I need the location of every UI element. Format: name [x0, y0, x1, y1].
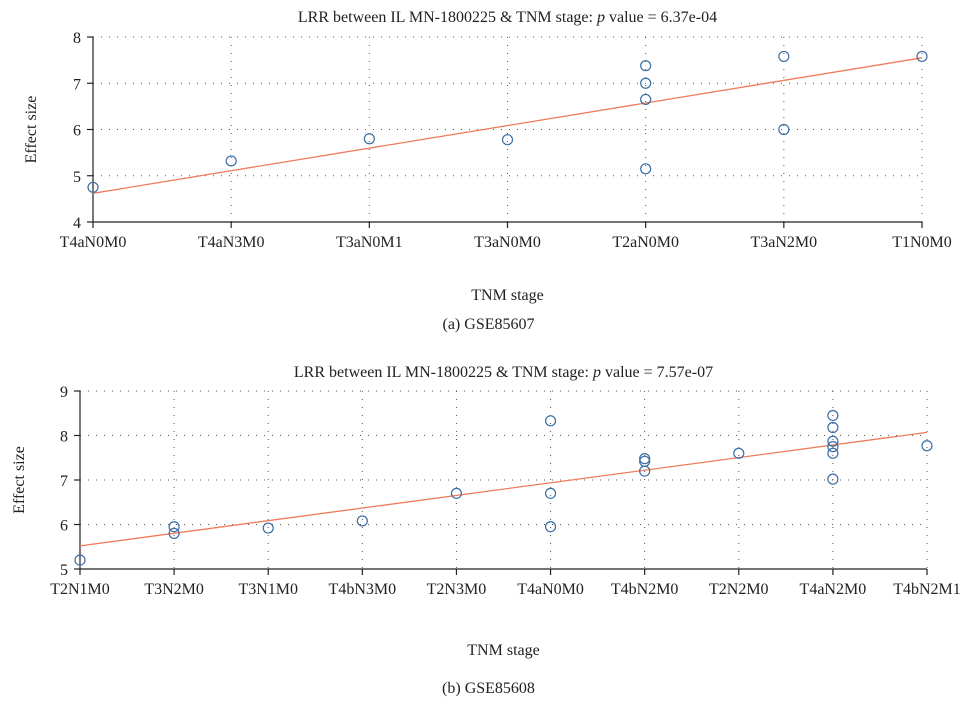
data-point	[363, 133, 375, 145]
data-point	[225, 155, 237, 167]
data-point	[778, 123, 790, 136]
data-point	[74, 554, 86, 566]
data-point	[916, 50, 928, 63]
y-tick-label: 6	[73, 123, 81, 140]
y-tick-label: 7	[60, 473, 68, 490]
x-tick-label: T4aN0M0	[60, 234, 127, 251]
x-tick-label: T2N3M0	[427, 581, 487, 598]
x-tick-label: T4aN2M0	[800, 581, 867, 598]
y-tick-label: 5	[60, 562, 68, 579]
chart-b-caption: (b) GSE85608	[442, 680, 535, 697]
y-tick-label: 5	[73, 169, 81, 186]
chart-b-gse85608: LRR between IL MN-1800225 & TNM stage: p…	[11, 364, 961, 659]
x-tick-label: T3N2M0	[144, 581, 204, 598]
data-point	[356, 515, 368, 527]
y-axis-label: Effect size	[11, 446, 28, 514]
chart-title-p: p	[592, 364, 601, 381]
data-point	[640, 93, 652, 106]
y-tick-label: 9	[60, 384, 68, 401]
x-tick-label: T2N2M0	[709, 581, 769, 598]
chart-a-caption: (a) GSE85607	[442, 316, 535, 333]
y-axis-label: Effect size	[23, 96, 40, 164]
y-tick-label: 8	[73, 30, 81, 47]
x-tick-label: T4aN3M0	[198, 234, 265, 251]
data-point	[168, 527, 180, 539]
data-point	[733, 447, 745, 459]
chart-title-prefix: LRR between IL MN-1800225 & TNM stage:	[298, 9, 597, 26]
x-tick-label: T1N0M0	[892, 234, 952, 251]
chart-a-gse85607: LRR between IL MN-1800225 & TNM stage: p…	[23, 9, 952, 304]
x-tick-label: T2aN0M0	[612, 234, 679, 251]
chart-title-suffix: value = 6.37e-04	[605, 9, 717, 26]
x-tick-label: T3N1M0	[238, 581, 298, 598]
chart-title-prefix: LRR between IL MN-1800225 & TNM stage:	[294, 364, 593, 381]
data-point	[778, 50, 790, 63]
data-point	[450, 487, 463, 499]
chart-title: LRR between IL MN-1800225 & TNM stage: p…	[298, 9, 717, 26]
data-point	[827, 435, 839, 447]
data-point	[827, 441, 839, 453]
data-point	[262, 522, 274, 534]
data-point	[544, 487, 557, 499]
x-tick-label: T4bN2M1	[893, 581, 961, 598]
data-point	[168, 521, 180, 533]
data-point	[501, 134, 514, 146]
regression-line	[92, 57, 923, 194]
chart-title-suffix: value = 7.57e-07	[601, 364, 713, 381]
x-tick-label: T4bN3M0	[329, 581, 397, 598]
data-point	[827, 473, 839, 485]
data-point	[544, 521, 557, 533]
x-tick-label: T4bN2M0	[611, 581, 679, 598]
data-point	[639, 455, 651, 467]
x-tick-label: T2N1M0	[50, 581, 110, 598]
data-point	[827, 409, 839, 422]
chart-title-p: p	[596, 9, 605, 26]
x-tick-label: T3aN2M0	[751, 234, 818, 251]
y-tick-label: 7	[73, 76, 81, 93]
x-tick-label: T3aN0M1	[336, 234, 403, 251]
regression-line	[79, 431, 928, 547]
data-point	[921, 440, 933, 452]
data-point	[639, 453, 651, 465]
x-axis-label: TNM stage	[471, 287, 543, 304]
y-tick-label: 6	[60, 518, 68, 535]
data-point	[640, 77, 652, 89]
x-tick-label: T3aN0M0	[474, 234, 541, 251]
data-point	[87, 181, 99, 193]
data-point	[544, 415, 557, 427]
y-tick-label: 4	[73, 215, 81, 232]
data-point	[640, 60, 652, 72]
y-tick-label: 8	[60, 429, 68, 446]
chart-title: LRR between IL MN-1800225 & TNM stage: p…	[294, 364, 713, 381]
data-point	[827, 447, 839, 459]
x-tick-label: T4aN0M0	[517, 581, 584, 598]
data-point	[640, 163, 652, 175]
x-axis-label: TNM stage	[467, 642, 539, 659]
data-point	[827, 421, 839, 434]
